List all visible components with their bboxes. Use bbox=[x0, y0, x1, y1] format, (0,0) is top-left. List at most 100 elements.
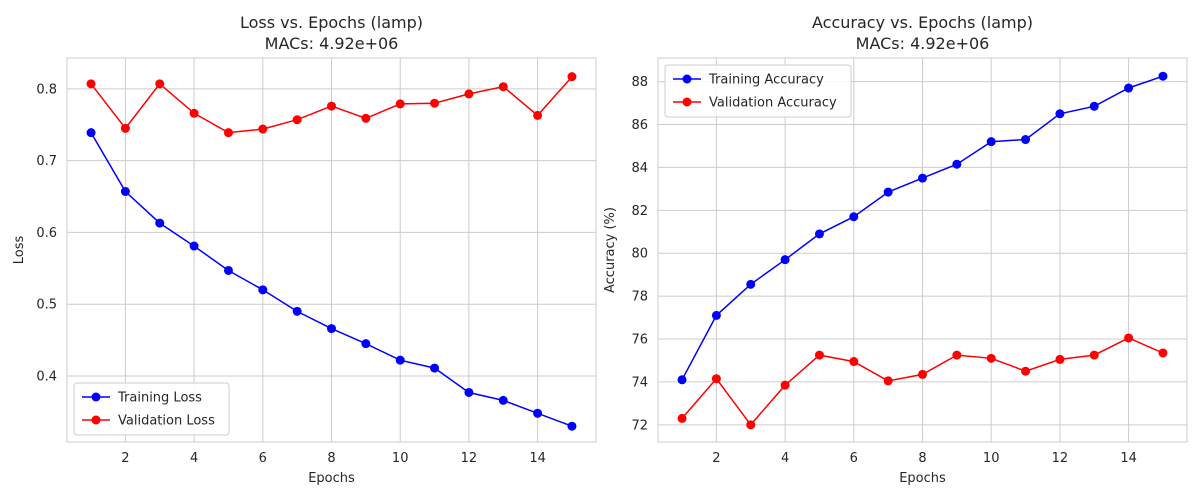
chart2-series-1-point bbox=[1158, 71, 1168, 81]
chart1-series-2-point bbox=[464, 89, 474, 99]
chart2-title: Accuracy vs. Epochs (lamp) bbox=[812, 13, 1033, 32]
chart1-series-2-point bbox=[567, 72, 577, 82]
chart1-series-2-point bbox=[258, 124, 268, 134]
chart2-series-1-point bbox=[814, 229, 824, 239]
chart1-series-2-point bbox=[292, 115, 302, 125]
chart2-x-tick-label: 12 bbox=[1052, 451, 1069, 466]
chart2-series-1-point bbox=[677, 375, 687, 385]
chart2-series-1-point bbox=[1089, 101, 1099, 111]
chart2-x-tick-label: 10 bbox=[983, 451, 1000, 466]
chart2-legend-label-1: Training Accuracy bbox=[708, 73, 824, 88]
chart1-series-1-point bbox=[292, 306, 302, 316]
chart1-series-2-point bbox=[155, 79, 165, 89]
chart1-series-2-point bbox=[361, 113, 371, 123]
chart2-series-2-point bbox=[1055, 354, 1065, 364]
loss-chart: 2 4 6 8 10 12 14 0.4 0.5 0.6 0.7 0.8 Epochs Loss Loss … bbox=[12, 13, 597, 486]
chart1-series-1-point bbox=[120, 187, 130, 197]
chart2-series-2-point bbox=[1089, 350, 1099, 360]
accuracy-chart: 2 4 6 8 10 12 14 72 74 76 78 80 82 84 86 88 Epochs Accura… bbox=[603, 13, 1188, 486]
chart1-series-1-point bbox=[86, 128, 96, 138]
chart1-legend bbox=[73, 382, 230, 436]
chart1-x-tick-label: 10 bbox=[392, 451, 409, 466]
chart1-title: Loss vs. Epochs (lamp) bbox=[240, 13, 423, 32]
chart2-y-tick-label: 76 bbox=[631, 333, 648, 348]
chart2-y-tick-label: 88 bbox=[631, 75, 648, 90]
chart1-y-tick-label: 0.6 bbox=[36, 226, 57, 241]
chart2-series-2-point bbox=[952, 350, 962, 360]
chart1-x-tick-label: 8 bbox=[327, 451, 335, 466]
chart2-series-2-point bbox=[883, 376, 893, 386]
chart2-series-2-point bbox=[1158, 348, 1168, 358]
chart2-x-tick-label: 4 bbox=[781, 451, 789, 466]
chart1-y-tick-label: 0.7 bbox=[36, 154, 57, 169]
chart2-series-1-point bbox=[1055, 109, 1065, 119]
chart1-x-tick-label: 12 bbox=[461, 451, 478, 466]
chart2-legend-label-2: Validation Accuracy bbox=[709, 96, 837, 111]
chart1-series-1-point bbox=[223, 265, 233, 275]
chart2-series-2-point bbox=[814, 350, 824, 360]
chart1-series-2-point bbox=[327, 101, 336, 111]
chart2-series-2-point bbox=[849, 357, 859, 367]
chart1-series-2-point bbox=[223, 128, 233, 138]
chart1-y-tick-label: 0.4 bbox=[36, 369, 57, 384]
chart1-series-2-point bbox=[86, 79, 96, 89]
chart2-x-tick-label: 8 bbox=[918, 451, 926, 466]
chart1-legend-label-1: Training Loss bbox=[117, 391, 202, 406]
chart2-y-tick-label: 86 bbox=[631, 118, 648, 133]
chart2-series-1-point bbox=[780, 255, 790, 265]
chart1-y-axis-label: Loss bbox=[12, 236, 27, 265]
chart2-series-2-point bbox=[1021, 366, 1031, 376]
chart1-legend-marker-1 bbox=[91, 392, 101, 402]
chart2-series-1-point bbox=[883, 187, 893, 197]
chart1-series-1-point bbox=[155, 218, 165, 228]
chart1-legend-marker-2 bbox=[91, 415, 101, 425]
chart2-series-1-point bbox=[1021, 135, 1031, 145]
chart2-series-2-point bbox=[1124, 333, 1134, 343]
chart2-series-2-point bbox=[711, 374, 721, 384]
chart2-series-1-point bbox=[849, 212, 859, 222]
chart1-x-tick-label: 6 bbox=[259, 451, 267, 466]
chart2-series-2-point bbox=[780, 380, 790, 390]
chart2-series-1-point bbox=[711, 310, 721, 320]
chart1-series-2-point bbox=[430, 98, 440, 108]
chart2-series-1-point bbox=[746, 279, 756, 289]
chart2-series-2-point bbox=[746, 420, 756, 430]
chart2-legend-marker-1 bbox=[682, 74, 692, 84]
chart1-series-2-point bbox=[533, 110, 543, 120]
chart2-x-axis-label: Epochs bbox=[899, 471, 946, 486]
chart2-series-2-point bbox=[918, 369, 927, 379]
chart1-series-1-point bbox=[464, 387, 474, 397]
chart1-subtitle: MACs: 4.92e+06 bbox=[265, 34, 399, 53]
chart2-legend-marker-2 bbox=[682, 97, 692, 107]
chart2-y-tick-label: 82 bbox=[631, 204, 648, 219]
chart2-series-1-point bbox=[986, 137, 996, 147]
chart2-x-tick-label: 6 bbox=[850, 451, 858, 466]
chart1-series-1-point bbox=[533, 408, 543, 418]
chart1-series-1-point bbox=[567, 421, 577, 431]
chart2-x-tick-label: 14 bbox=[1120, 451, 1137, 466]
chart2-subtitle: MACs: 4.92e+06 bbox=[856, 34, 990, 53]
chart1-series-1-point bbox=[361, 339, 371, 349]
chart2-series-1-point bbox=[1124, 83, 1134, 93]
chart2-series-1-point bbox=[918, 173, 927, 183]
chart2-x-tick-label: 2 bbox=[712, 451, 720, 466]
chart2-y-tick-label: 74 bbox=[631, 375, 648, 390]
chart1-x-tick-label: 4 bbox=[190, 451, 198, 466]
chart1-series-2-point bbox=[498, 82, 508, 92]
chart1-series-1-point bbox=[258, 285, 268, 295]
chart2-frame bbox=[657, 57, 1188, 443]
chart1-series-2-point bbox=[395, 99, 405, 109]
chart1-series-1-point bbox=[430, 363, 440, 373]
chart1-legend-label-2: Validation Loss bbox=[118, 414, 215, 429]
chart1-series-1-point bbox=[327, 324, 336, 334]
chart1-y-tick-label: 0.5 bbox=[36, 298, 57, 313]
chart1-series-2-point bbox=[120, 123, 130, 133]
chart1-x-tick-label: 14 bbox=[529, 451, 546, 466]
chart1-series-1-point bbox=[189, 241, 199, 251]
chart1-y-tick-label: 0.8 bbox=[36, 82, 57, 97]
chart2-y-tick-label: 72 bbox=[631, 418, 648, 433]
chart1-series-1-point bbox=[498, 395, 508, 405]
chart2-y-tick-label: 84 bbox=[631, 161, 648, 176]
chart1-series-2-point bbox=[189, 108, 199, 118]
